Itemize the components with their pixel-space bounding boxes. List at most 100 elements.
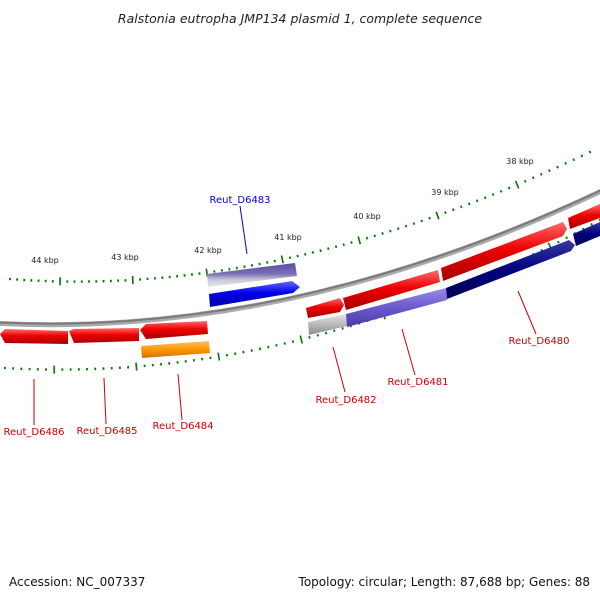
outer-minor-tick: [572, 158, 576, 162]
footer-accession: Accession: NC_007337: [9, 575, 145, 589]
label-reut-d6484[interactable]: Reut_D6484: [152, 421, 213, 432]
outer-minor-tick: [373, 234, 376, 238]
outer-minor-tick: [304, 252, 307, 256]
tick-label-42kbp: 42 kbp: [194, 246, 222, 255]
outer-minor-tick: [531, 176, 535, 180]
outer-minor-tick: [342, 243, 345, 247]
outer-minor-tick: [556, 165, 559, 169]
gene-reut-d6480-forward[interactable]: [441, 222, 567, 281]
outer-minor-tick: [467, 202, 471, 206]
label-leaders: [33, 205, 537, 425]
inner-major-tick: [217, 352, 221, 361]
outer-major-tick: [280, 255, 284, 264]
inner-minor-tick: [316, 333, 319, 337]
gene-reut-d6483-cog[interactable]: [207, 263, 297, 287]
inner-minor-tick: [565, 236, 568, 240]
outer-minor-tick: [475, 199, 479, 203]
inner-major-tick: [299, 335, 303, 344]
inner-minor-tick: [275, 344, 278, 347]
inner-minor-tick: [333, 329, 336, 333]
leader-d6482: [332, 346, 346, 393]
inner-minor-tick: [225, 353, 229, 357]
outer-minor-tick: [452, 208, 455, 212]
leader-d6481: [401, 328, 416, 376]
outer-minor-tick: [389, 229, 392, 233]
leader-d6483: [239, 205, 248, 255]
gene-reut-d6484-cog[interactable]: [141, 341, 210, 358]
outer-major-tick: [435, 211, 440, 220]
map-title: Ralstonia eutropha JMP134 plasmid 1, com…: [118, 11, 482, 26]
outer-minor-tick: [548, 169, 551, 173]
outer-tick-ring: [9, 150, 592, 286]
leader-d6484: [177, 373, 183, 421]
outer-minor-tick: [365, 236, 369, 240]
inner-major-tick: [135, 362, 138, 371]
gene-far-right-forward[interactable]: [568, 204, 600, 229]
outer-minor-tick: [412, 222, 416, 225]
outer-minor-tick: [396, 227, 400, 231]
outer-minor-tick: [350, 241, 353, 244]
leader-d6485: [103, 377, 107, 425]
outer-minor-tick: [499, 189, 503, 193]
gene-reut-d6483[interactable]: [209, 281, 300, 307]
outer-minor-tick: [266, 261, 269, 264]
outer-minor-tick: [483, 196, 487, 200]
gene-reut-d6482-cog[interactable]: [308, 314, 347, 335]
tick-label-44kbp: 44 kbp: [31, 256, 59, 265]
gene-reut-d6481-cog[interactable]: [346, 288, 447, 327]
outer-minor-tick: [288, 256, 292, 260]
plasmid-backbone-core: [0, 189, 600, 325]
tick-label-40kbp: 40 kbp: [353, 212, 381, 221]
inner-minor-tick: [590, 223, 593, 227]
gene-far-right-cog[interactable]: [573, 222, 600, 246]
inner-minor-tick: [308, 335, 311, 339]
outer-minor-tick: [564, 161, 567, 165]
label-reut-d6481[interactable]: Reut_D6481: [387, 377, 448, 388]
gene-reut-d6481-forward[interactable]: [343, 270, 440, 310]
gene-reut-d6480-cog[interactable]: [446, 240, 575, 299]
gene-reut-d6486[interactable]: [0, 329, 68, 344]
inner-minor-tick: [267, 345, 270, 349]
inner-minor-tick: [557, 240, 560, 244]
inner-minor-tick: [291, 340, 295, 343]
tick-label-41kbp: 41 kbp: [274, 233, 302, 242]
outer-minor-tick: [580, 154, 584, 158]
outer-major-tick: [514, 180, 520, 189]
inner-minor-tick: [242, 350, 245, 354]
inner-minor-tick: [258, 347, 262, 351]
outer-minor-tick: [507, 186, 511, 190]
label-reut-d6486[interactable]: Reut_D6486: [3, 427, 64, 438]
inner-minor-tick: [283, 342, 286, 345]
outer-minor-tick: [420, 219, 423, 223]
outer-major-tick: [357, 236, 362, 245]
inner-minor-tick: [341, 326, 344, 330]
outer-minor-tick: [319, 249, 322, 253]
outer-minor-tick: [311, 251, 315, 254]
footer-topology: Topology: circular; Length: 87,688 bp; G…: [298, 575, 590, 589]
gene-reut-d6484[interactable]: [140, 321, 208, 339]
outer-minor-tick: [327, 247, 330, 251]
outer-minor-tick: [444, 211, 447, 215]
inner-minor-tick: [324, 331, 328, 335]
leader-d6480: [517, 290, 537, 335]
tick-label-39kbp: 39 kbp: [431, 188, 459, 197]
label-reut-d6485[interactable]: Reut_D6485: [76, 426, 137, 437]
outer-minor-tick: [523, 179, 527, 183]
gene-reut-d6482-forward[interactable]: [306, 298, 344, 318]
outer-minor-tick: [539, 172, 543, 176]
label-reut-d6482[interactable]: Reut_D6482: [315, 395, 376, 406]
label-reut-d6483[interactable]: Reut_D6483: [209, 195, 270, 206]
outer-minor-tick: [428, 216, 431, 220]
outer-minor-tick: [296, 254, 299, 258]
gene-reut-d6485[interactable]: [69, 328, 139, 343]
outer-minor-tick: [588, 150, 592, 154]
outer-minor-tick: [381, 232, 384, 235]
outer-minor-tick: [404, 224, 408, 228]
label-reut-d6480[interactable]: Reut_D6480: [508, 336, 569, 347]
outer-minor-tick: [491, 193, 495, 196]
outer-minor-tick: [273, 259, 276, 263]
outer-minor-tick: [334, 245, 338, 249]
tick-label-43kbp: 43 kbp: [111, 253, 139, 262]
tick-label-38kbp: 38 kbp: [506, 157, 534, 166]
